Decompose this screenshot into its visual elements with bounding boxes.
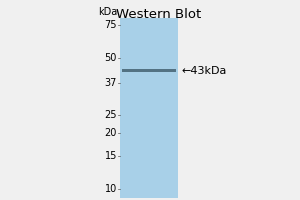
Bar: [120, 18, 178, 198]
Text: 15: 15: [105, 151, 117, 161]
Text: 20: 20: [105, 128, 117, 138]
Text: 75: 75: [104, 20, 117, 30]
Text: 37: 37: [105, 78, 117, 88]
Text: Western Blot: Western Blot: [116, 8, 202, 21]
Text: 25: 25: [104, 110, 117, 120]
Text: 10: 10: [105, 184, 117, 194]
Text: 50: 50: [105, 53, 117, 63]
Bar: [122, 69, 176, 72]
Text: ←43kDa: ←43kDa: [182, 66, 227, 76]
Text: kDa: kDa: [98, 7, 117, 17]
